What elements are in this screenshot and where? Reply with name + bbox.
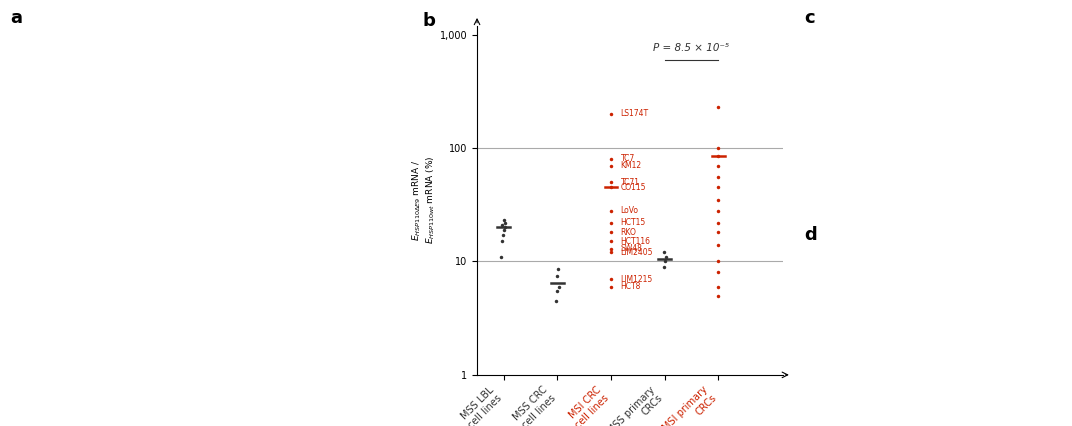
Text: KM12: KM12 — [621, 161, 642, 170]
Text: d: d — [804, 226, 817, 244]
Text: P = 8.5 × 10⁻⁵: P = 8.5 × 10⁻⁵ — [653, 43, 730, 53]
Text: TC7: TC7 — [621, 155, 635, 164]
Text: a: a — [11, 9, 23, 26]
Text: HCT15: HCT15 — [621, 218, 646, 227]
Text: b: b — [422, 12, 435, 29]
Text: LIM1215: LIM1215 — [621, 274, 653, 284]
Text: LoVo: LoVo — [621, 206, 639, 215]
Text: CO115: CO115 — [621, 183, 646, 192]
Text: SW48: SW48 — [621, 244, 642, 253]
Text: LS174T: LS174T — [621, 109, 649, 118]
Text: HCT8: HCT8 — [621, 282, 641, 291]
Text: LIM2405: LIM2405 — [621, 248, 653, 257]
Text: c: c — [804, 9, 815, 26]
Text: HCT116: HCT116 — [621, 237, 651, 246]
Text: TC71: TC71 — [621, 178, 640, 187]
Y-axis label: $E_{HSP110\Delta E9}$ mRNA /
$E_{HSP110wt}$ mRNA (%): $E_{HSP110\Delta E9}$ mRNA / $E_{HSP110w… — [411, 156, 437, 245]
Text: RKO: RKO — [621, 228, 637, 237]
